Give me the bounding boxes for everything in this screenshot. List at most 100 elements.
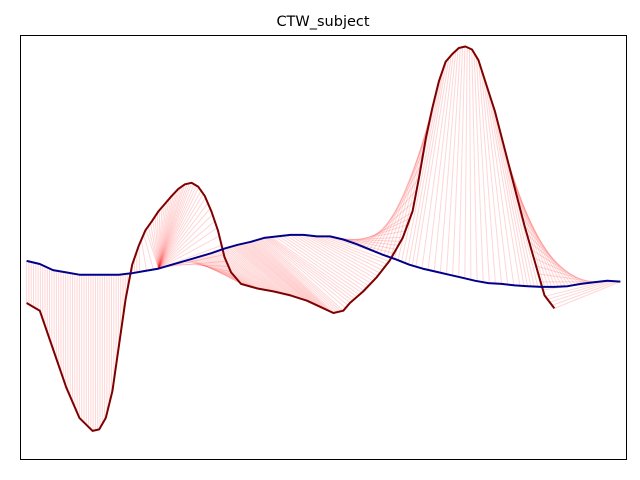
alignment-line (514, 190, 563, 287)
alignment-line (158, 193, 204, 269)
alignment-line (223, 248, 282, 294)
alignment-line (521, 216, 573, 286)
alignment-line (278, 235, 362, 294)
alignment-line (202, 255, 255, 288)
alignment-line (531, 249, 587, 284)
alignment-line (311, 235, 383, 271)
alignment-line (154, 216, 160, 269)
alignment-line (376, 150, 425, 253)
alignment-line (262, 237, 344, 312)
alignment-line (138, 244, 141, 272)
plot-frame (20, 35, 627, 460)
chart-title: CTW_subject (276, 14, 369, 30)
alignment-line (421, 55, 452, 269)
alignment-line (158, 220, 216, 269)
alignment-line (390, 105, 434, 258)
alignment-line (158, 197, 207, 269)
subject-series-line (26, 45, 556, 432)
alignment-line (248, 241, 321, 308)
alignment-line (404, 72, 443, 264)
alignment-line (365, 189, 418, 249)
alignment-line (517, 199, 566, 287)
alignment-line (361, 201, 415, 247)
alignment-line (195, 257, 245, 286)
alignment-line (533, 257, 590, 284)
alignment-line (158, 214, 213, 269)
alignment-line (191, 258, 241, 284)
alignment-line (286, 234, 367, 289)
alignment-line (244, 242, 314, 305)
alignment-line (551, 280, 618, 306)
alignment-line (158, 204, 165, 269)
alignment-line (304, 234, 378, 277)
alignment-line (267, 237, 353, 302)
alignment-line (165, 260, 227, 268)
alignment-line (158, 184, 186, 269)
alignment-line (233, 245, 296, 298)
alignment-line (213, 252, 268, 291)
alignment-line (265, 237, 349, 306)
alignment-line (234, 245, 298, 298)
alignment-line (492, 103, 528, 287)
alignment-line (528, 241, 583, 285)
alignment-line (510, 172, 556, 288)
alignment-line (386, 116, 431, 257)
alignment-line (322, 235, 390, 262)
alignment-line (469, 48, 472, 280)
alignment-line (241, 243, 310, 302)
alignment-line (512, 181, 559, 287)
alignment-line (475, 56, 490, 284)
alignment-line (220, 249, 277, 293)
alignment-line (383, 126, 429, 256)
alignment-line (211, 252, 266, 291)
alignment-line (289, 234, 369, 287)
alignment-line (319, 235, 388, 265)
template-series-line (26, 233, 621, 288)
alignment-line (471, 49, 478, 282)
alignment-line (308, 234, 381, 274)
alignment-line (243, 243, 312, 304)
alignment-line (186, 259, 234, 276)
alignment-line (535, 265, 594, 283)
alignment-line (158, 184, 195, 269)
alignment-line (258, 239, 337, 313)
alignment-line (251, 241, 326, 310)
alignment-line (482, 75, 509, 285)
alignment-line (505, 154, 549, 288)
alignment-line (526, 233, 580, 285)
alignment-line (158, 190, 202, 269)
alignment-line (205, 254, 259, 290)
alignment-line (158, 235, 220, 270)
alignment-line (271, 236, 358, 298)
alignment-line (256, 239, 335, 314)
alignment-line (188, 259, 236, 278)
alignment-line (494, 110, 532, 287)
alignment-line (415, 57, 450, 267)
alignment-line (458, 46, 466, 278)
alignment-line (158, 207, 163, 269)
alignment-line (538, 273, 597, 283)
alignment-line (489, 96, 525, 286)
alignment-line (297, 234, 374, 282)
alignment-line (259, 238, 340, 313)
alignment-line (200, 255, 252, 288)
alignment-line (216, 250, 273, 292)
alignment-line (344, 236, 404, 241)
alignment-line (158, 208, 211, 269)
alignment-line (549, 280, 614, 303)
alignment-line (275, 236, 360, 296)
alignment-line (408, 65, 445, 265)
series-layer (26, 45, 621, 432)
alignment-line (207, 253, 261, 290)
alignment-line (158, 193, 174, 269)
alignment-line (427, 52, 454, 270)
alignment-line (354, 218, 411, 245)
alignment-line (158, 189, 179, 269)
alignment-line (379, 137, 427, 254)
alignment-line (480, 67, 502, 284)
alignment-line (464, 47, 468, 279)
alignment-line (547, 280, 611, 300)
alignment-line (487, 89, 521, 286)
alignment-lines (26, 46, 621, 431)
alignment-line (228, 246, 289, 296)
